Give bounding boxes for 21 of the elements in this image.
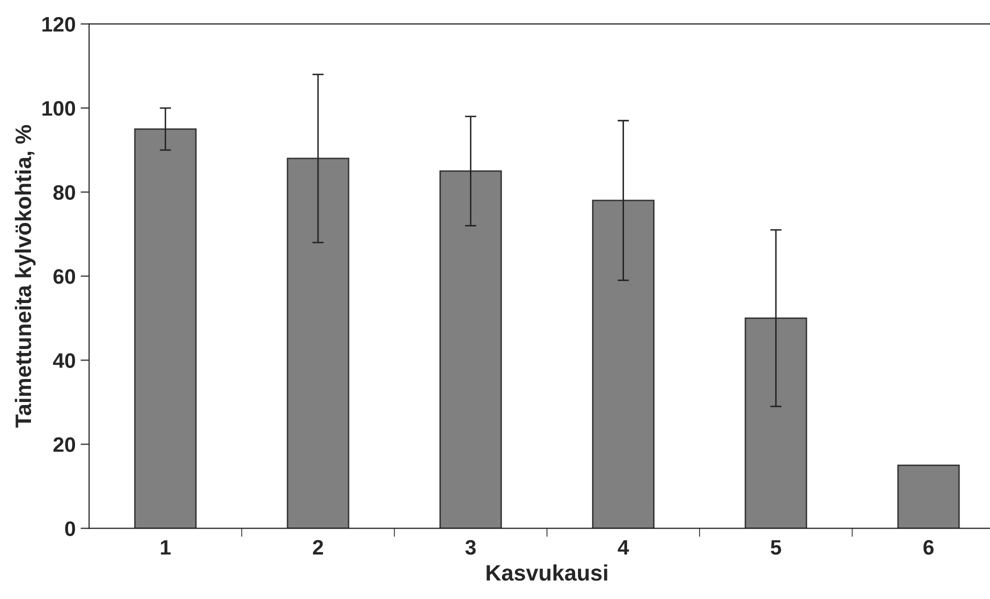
y-tick-label: 80 [53,185,76,200]
x-tick-label: 5 [770,540,782,555]
y-tick-label: 100 [42,101,76,116]
y-tick-label: 40 [53,353,76,368]
x-tick-label: 3 [465,540,476,555]
bar [897,464,960,528]
x-axis-title: Kasvukausi [486,564,608,581]
bar [592,200,655,528]
y-tick-label: 0 [65,521,76,536]
y-tick-label: 20 [53,437,76,452]
x-tick-label: 4 [618,540,629,555]
bar [286,158,350,528]
x-tick-label: 6 [924,540,934,555]
bar [439,170,502,528]
x-tick-label: 2 [312,540,323,555]
bar [134,128,197,528]
y-axis-title: Taimettuneita kylvökohtia, % [14,125,36,428]
bar [744,317,808,528]
y-tick-label: 120 [42,16,76,32]
y-tick-label: 60 [53,269,76,284]
x-tick-label: 1 [160,540,171,555]
